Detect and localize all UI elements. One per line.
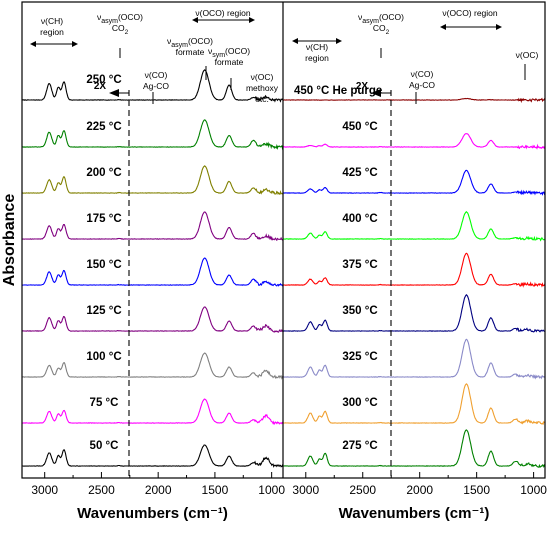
arrow-head bbox=[496, 24, 502, 30]
scale-arrow bbox=[371, 89, 381, 97]
series-label: 300 °C bbox=[342, 397, 377, 409]
series-label: 225 °C bbox=[86, 121, 121, 133]
series-label: 50 °C bbox=[90, 440, 119, 452]
x-tick-label: 2500 bbox=[88, 483, 115, 497]
annotation-text: ν(CO) bbox=[411, 69, 434, 79]
x-tick-label: 1000 bbox=[258, 483, 285, 497]
series-label: 125 °C bbox=[86, 305, 121, 317]
annotation-text: formate bbox=[176, 47, 205, 57]
series-label: 375 °C bbox=[342, 259, 377, 271]
annotation-text: region bbox=[305, 53, 329, 63]
series-label: 250 °C bbox=[86, 74, 121, 86]
x-tick-label: 2000 bbox=[406, 483, 433, 497]
annotation-text: methoxy bbox=[246, 83, 279, 93]
annotation-text: ν(CH) bbox=[306, 42, 328, 52]
arrow-head bbox=[30, 41, 36, 47]
series-label: 100 °C bbox=[86, 351, 121, 363]
arrow-head bbox=[249, 17, 255, 23]
x-axis-title: Wavenumbers (cm⁻¹) bbox=[77, 505, 228, 522]
annotation-text: νasym(OCO) bbox=[97, 12, 143, 25]
spectrum-line bbox=[282, 133, 546, 150]
series-label: 425 °C bbox=[342, 167, 377, 179]
spectrum-line bbox=[283, 252, 546, 288]
series-label: 400 °C bbox=[342, 213, 377, 225]
arrow-head bbox=[292, 38, 298, 44]
spectrum-line bbox=[282, 429, 546, 468]
x-tick-label: 1500 bbox=[202, 483, 229, 497]
series-label: 450 °C bbox=[342, 121, 377, 133]
series-label: 150 °C bbox=[86, 259, 121, 271]
series-label: 350 °C bbox=[342, 305, 377, 317]
x-tick-label: 1500 bbox=[463, 483, 490, 497]
arrow-head bbox=[72, 41, 78, 47]
annotation-text: νasym(OCO) bbox=[167, 36, 213, 49]
x-tick-label: 1000 bbox=[520, 483, 547, 497]
annotation-text: ν(OCO) region bbox=[442, 8, 498, 18]
annotation-text: Ag-CO bbox=[409, 80, 435, 90]
series-label: 175 °C bbox=[86, 213, 121, 225]
x-axis-title: Wavenumbers (cm⁻¹) bbox=[339, 505, 490, 522]
arrow-head bbox=[192, 17, 198, 23]
spectrum-line bbox=[21, 165, 284, 196]
spectrum-line bbox=[282, 293, 546, 333]
spectrum-line bbox=[282, 211, 546, 242]
arrow-head bbox=[440, 24, 446, 30]
annotation-text: CO2 bbox=[373, 23, 390, 36]
x-tick-label: 3000 bbox=[292, 483, 319, 497]
annotation-text: CO2 bbox=[112, 23, 129, 36]
series-label: 450 °C He purge bbox=[294, 85, 382, 97]
annotation-text: ν(OCO) region bbox=[195, 8, 251, 18]
series-label: 275 °C bbox=[342, 440, 377, 452]
y-axis-title: Absorbance bbox=[1, 194, 18, 287]
x-tick-label: 2000 bbox=[145, 483, 172, 497]
spectrum-line bbox=[21, 257, 284, 287]
annotation-text: ν(OC) bbox=[251, 72, 274, 82]
scale-arrow bbox=[109, 89, 119, 97]
spectrum-line bbox=[21, 444, 284, 468]
spectrum-line bbox=[21, 352, 284, 380]
annotation-text: 2X bbox=[94, 81, 107, 92]
x-tick-label: 3000 bbox=[31, 483, 58, 497]
x-tick-label: 2500 bbox=[349, 483, 376, 497]
annotation-text: Ag-CO bbox=[143, 81, 169, 91]
series-label: 75 °C bbox=[90, 397, 119, 409]
annotation-text: 2X bbox=[356, 81, 369, 92]
spectrum-line bbox=[21, 306, 284, 333]
arrow-head bbox=[336, 38, 342, 44]
series-label: 200 °C bbox=[86, 167, 121, 179]
spectrum-line bbox=[282, 383, 545, 426]
annotation-text: etc. bbox=[255, 94, 269, 104]
annotation-text: ν(CO) bbox=[145, 70, 168, 80]
annotation-text: ν(OC) bbox=[516, 50, 539, 60]
series-label: 325 °C bbox=[342, 351, 377, 363]
spectrum-line bbox=[21, 398, 284, 425]
annotation-text: formate bbox=[215, 57, 244, 67]
annotation-text: region bbox=[40, 27, 64, 37]
spectrum-line bbox=[282, 97, 546, 104]
spectrum-line bbox=[282, 169, 546, 196]
annotation-text: ν(CH) bbox=[41, 16, 63, 26]
spectrum-line bbox=[22, 211, 284, 242]
spectrum-line bbox=[21, 119, 284, 151]
annotation-text: νasym(OCO) bbox=[358, 12, 404, 25]
spectrum-line bbox=[282, 338, 546, 380]
annotation-text: νsym(OCO) bbox=[208, 46, 250, 59]
